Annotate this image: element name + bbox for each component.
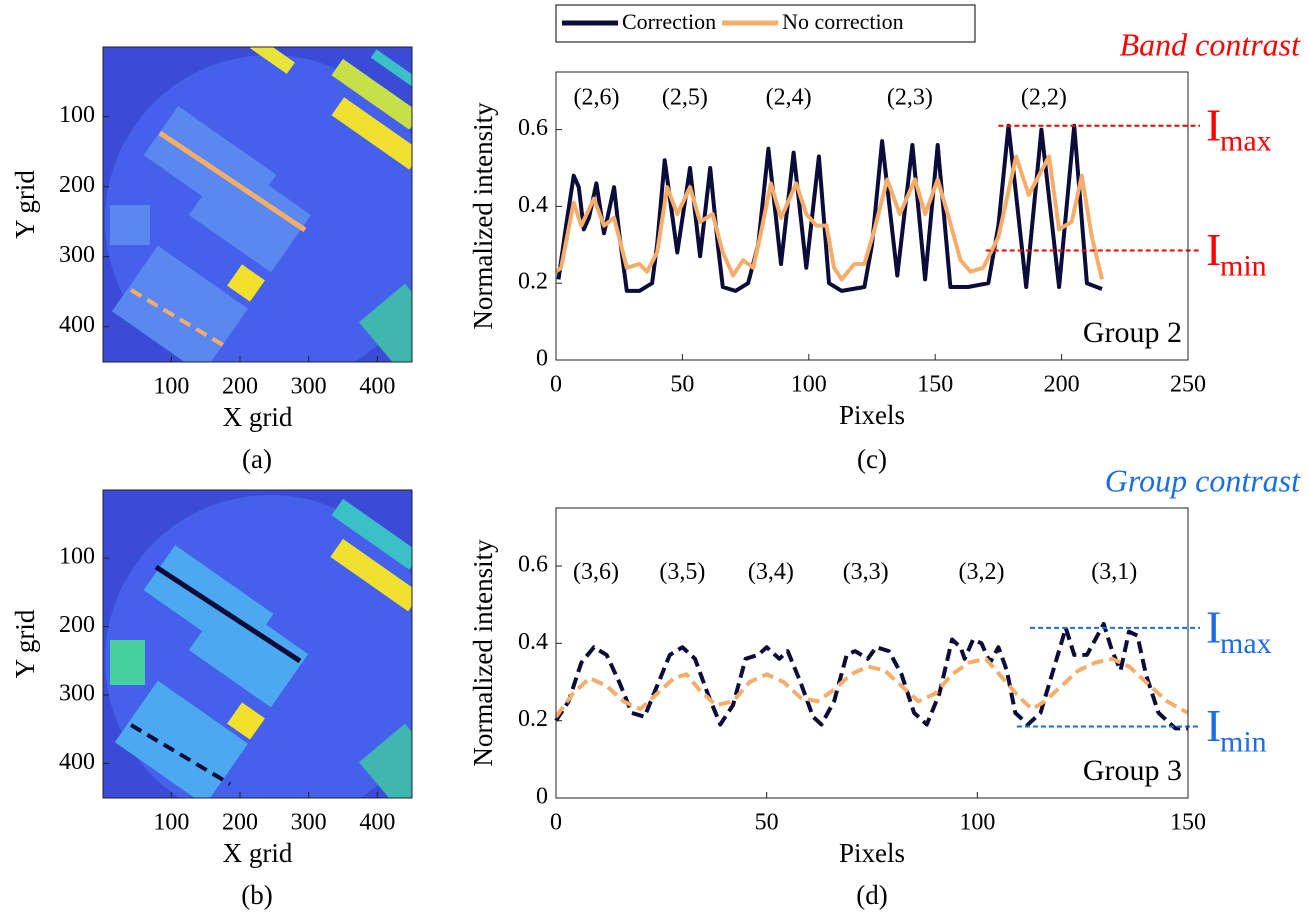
reference-label: I (1206, 99, 1221, 150)
y-tick-label: 200 (59, 612, 95, 638)
group-label: (2,2) (1021, 84, 1067, 110)
profile-line (154, 564, 302, 664)
y-tick-label: 0 (536, 784, 548, 810)
x-tick-label: 100 (959, 810, 995, 836)
x-tick-label: 200 (222, 810, 258, 836)
y-tick-label: 0.6 (518, 552, 548, 578)
y-tick-label: 0.4 (518, 192, 548, 218)
group-label: (2,4) (766, 84, 812, 110)
y-tick-label: 100 (59, 544, 95, 570)
series-line (554, 622, 1188, 731)
x-tick-label: 100 (791, 372, 827, 398)
y-tick-label: 200 (59, 172, 95, 198)
axes-frame (102, 46, 413, 363)
axes-frame (555, 507, 1189, 799)
y-tick-label: 400 (59, 749, 95, 775)
x-tick-label: 400 (359, 810, 395, 836)
legend-label: Correction (622, 9, 716, 34)
axes-frame (555, 71, 1189, 361)
reference-label-sub: min (1220, 249, 1267, 282)
caption: (d) (856, 880, 887, 910)
group-label: (3,5) (659, 559, 705, 585)
reference-label-sub: min (1220, 725, 1267, 758)
annotation-title: Group contrast (1105, 462, 1301, 498)
x-tick-label: 150 (1170, 810, 1206, 836)
y-tick-label: 100 (59, 102, 95, 128)
reference-label: I (1206, 601, 1221, 652)
profile-line (158, 130, 307, 233)
axes-frame (102, 489, 413, 799)
x-tick-label: 200 (1044, 372, 1080, 398)
series-line (554, 154, 1104, 282)
y-axis-label: Normalized intensity (468, 539, 498, 767)
x-tick-label: 300 (291, 810, 327, 836)
group-label: (3,2) (959, 559, 1005, 585)
group-label: (3,3) (843, 559, 889, 585)
y-tick-label: 400 (59, 312, 95, 338)
group-label: (2,5) (662, 84, 708, 110)
x-tick-label: 100 (153, 374, 189, 400)
x-tick-label: 300 (291, 374, 327, 400)
legend-label: No correction (782, 9, 904, 34)
group-label: (2,3) (887, 84, 933, 110)
y-axis-label: Y grid (10, 170, 40, 239)
y-tick-label: 0.2 (518, 269, 548, 295)
y-axis-label: Y grid (10, 609, 40, 678)
group-note: Group 2 (1083, 316, 1182, 349)
x-tick-label: 150 (917, 372, 953, 398)
x-tick-label: 400 (359, 374, 395, 400)
group-label: (3,6) (573, 559, 619, 585)
x-tick-label: 50 (755, 810, 779, 836)
series-line (554, 656, 1189, 718)
y-axis-label: Normalized intensity (468, 102, 498, 330)
x-tick-label: 0 (550, 810, 562, 836)
reference-label: I (1206, 224, 1221, 275)
group-label: (3,1) (1091, 559, 1137, 585)
x-axis-label: X grid (223, 402, 293, 432)
group-note: Group 3 (1083, 754, 1182, 787)
reference-label: I (1206, 700, 1221, 751)
x-tick-label: 50 (670, 372, 694, 398)
y-tick-label: 0 (536, 346, 548, 372)
x-tick-label: 250 (1170, 372, 1206, 398)
caption: (a) (242, 444, 272, 474)
annotation-title: Band contrast (1120, 26, 1302, 62)
x-axis-label: X grid (223, 838, 293, 868)
series-line (556, 123, 1103, 293)
caption: (b) (241, 880, 272, 910)
y-tick-label: 300 (59, 242, 95, 268)
y-tick-label: 0.6 (518, 115, 548, 141)
y-tick-label: 0.2 (518, 706, 548, 732)
group-label: (3,4) (748, 559, 794, 585)
image-b (103, 490, 412, 798)
image-a (103, 47, 412, 362)
x-axis-label: Pixels (839, 400, 905, 430)
profile-line (129, 723, 232, 786)
x-tick-label: 0 (550, 372, 562, 398)
y-tick-label: 300 (59, 680, 95, 706)
reference-label-sub: max (1220, 125, 1272, 158)
x-tick-label: 100 (153, 810, 189, 836)
group-label: (2,6) (573, 84, 619, 110)
x-tick-label: 200 (222, 374, 258, 400)
caption: (c) (857, 444, 887, 474)
y-tick-label: 0.4 (518, 629, 548, 655)
x-axis-label: Pixels (839, 838, 905, 868)
reference-label-sub: max (1220, 627, 1272, 660)
